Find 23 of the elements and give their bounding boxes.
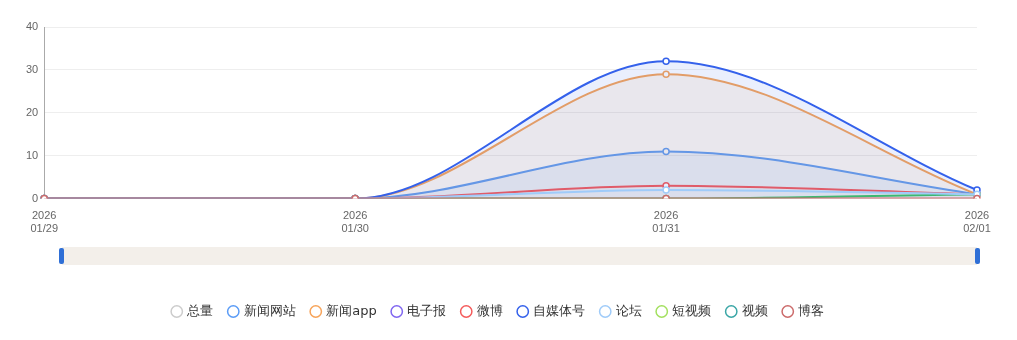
x-tick-label: 2026 01/29	[30, 209, 58, 235]
y-tick-label: 20	[25, 105, 39, 118]
y-tick-label: 40	[25, 20, 39, 33]
legend-label: 自媒体号	[533, 302, 586, 318]
legend-label: 论坛	[615, 302, 642, 318]
x-tick-label: 2026 01/30	[341, 209, 369, 235]
y-tick-label: 0	[32, 191, 39, 204]
x-tick-label: 2026 01/31	[652, 209, 680, 235]
legend-label: 短视频	[672, 302, 712, 318]
y-tick-label: 10	[25, 148, 39, 161]
legend-label: 微博	[476, 302, 503, 318]
point	[662, 70, 670, 78]
y-tick-label: 30	[25, 62, 39, 75]
legend-label: 新闻网站	[243, 302, 296, 318]
point	[662, 57, 670, 66]
point	[662, 147, 670, 156]
legend-label: 电子报	[407, 302, 447, 318]
legend-label: 新闻app	[326, 302, 377, 318]
point	[662, 186, 670, 194]
legend-label: 总量	[186, 302, 214, 318]
legend-label: 博客	[798, 302, 825, 318]
legend-label: 视频	[741, 302, 768, 318]
x-tick-label: 2026 02/01	[963, 209, 991, 235]
